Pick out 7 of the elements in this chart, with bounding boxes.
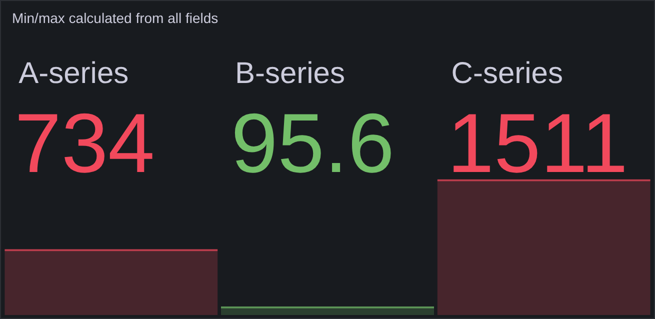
x-tick-label: A-series [18,57,129,90]
data-label: 1511 [447,96,628,190]
chart-title: Min/max calculated from all fields [12,10,218,26]
x-tick-label: C-series [451,57,563,90]
data-label: 734 [14,96,155,190]
x-tick-label: B-series [234,57,345,90]
data-label: 95.6 [230,96,394,190]
